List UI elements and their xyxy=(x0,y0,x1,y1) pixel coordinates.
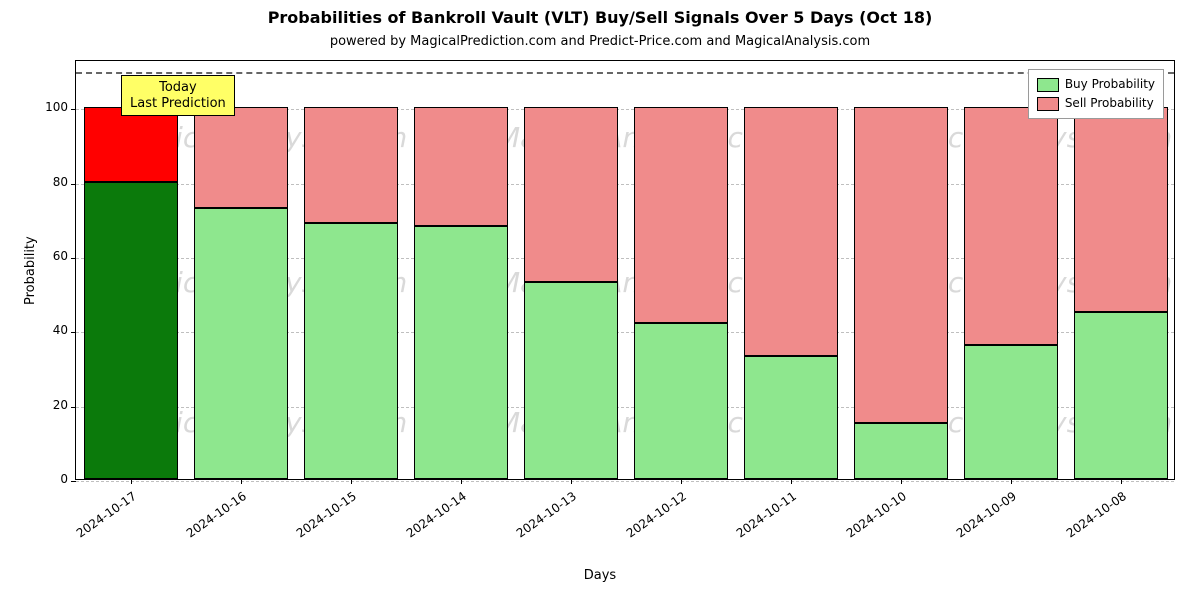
bar-sell xyxy=(1074,107,1168,311)
xtick-mark xyxy=(681,479,682,484)
legend: Buy ProbabilitySell Probability xyxy=(1028,69,1164,119)
bar-group xyxy=(304,59,398,479)
bar-sell xyxy=(634,107,728,323)
ytick-label: 100 xyxy=(45,100,68,114)
xtick-mark xyxy=(1011,479,1012,484)
xtick-mark xyxy=(1121,479,1122,484)
xtick-mark xyxy=(351,479,352,484)
today-annotation: TodayLast Prediction xyxy=(121,75,235,116)
y-axis-label: Probability xyxy=(23,236,38,305)
legend-label: Buy Probability xyxy=(1065,75,1155,94)
bar-sell xyxy=(744,107,838,356)
ytick-mark xyxy=(71,109,76,110)
bar-sell xyxy=(524,107,618,282)
ytick-mark xyxy=(71,184,76,185)
xtick-label: 2024-10-08 xyxy=(1064,489,1129,540)
bar-group xyxy=(744,59,838,479)
annotation-line: Last Prediction xyxy=(130,96,226,112)
xtick-label: 2024-10-15 xyxy=(294,489,359,540)
ytick-label: 40 xyxy=(53,323,68,337)
legend-label: Sell Probability xyxy=(1065,94,1154,113)
bar-group xyxy=(84,59,178,479)
legend-item: Sell Probability xyxy=(1037,94,1155,113)
bar-sell xyxy=(414,107,508,226)
bar-group xyxy=(194,59,288,479)
bar-sell xyxy=(194,107,288,207)
bar-buy xyxy=(634,323,728,479)
xtick-label: 2024-10-14 xyxy=(404,489,469,540)
bar-sell xyxy=(854,107,948,423)
bar-group xyxy=(524,59,618,479)
xtick-label: 2024-10-10 xyxy=(844,489,909,540)
ytick-mark xyxy=(71,258,76,259)
annotation-line: Today xyxy=(130,80,226,96)
bar-sell xyxy=(84,107,178,181)
bar-buy xyxy=(414,226,508,479)
ytick-label: 80 xyxy=(53,175,68,189)
bar-buy xyxy=(194,208,288,479)
bar-group xyxy=(634,59,728,479)
ytick-label: 0 xyxy=(60,472,68,486)
bar-sell xyxy=(304,107,398,222)
bar-group xyxy=(854,59,948,479)
chart-title: Probabilities of Bankroll Vault (VLT) Bu… xyxy=(0,8,1200,27)
bar-group xyxy=(964,59,1058,479)
chart-subtitle: powered by MagicalPrediction.com and Pre… xyxy=(0,34,1200,49)
xtick-mark xyxy=(241,479,242,484)
plot-area: MagicalAnalysis.comMagicalAnalysis.comMa… xyxy=(75,60,1175,480)
chart-container: Probabilities of Bankroll Vault (VLT) Bu… xyxy=(0,0,1200,600)
ytick-label: 20 xyxy=(53,398,68,412)
bar-group xyxy=(1074,59,1168,479)
bar-buy xyxy=(524,282,618,479)
xtick-label: 2024-10-11 xyxy=(734,489,799,540)
xtick-label: 2024-10-09 xyxy=(954,489,1019,540)
legend-swatch xyxy=(1037,97,1059,111)
x-axis-label: Days xyxy=(0,568,1200,583)
legend-swatch xyxy=(1037,78,1059,92)
ytick-label: 60 xyxy=(53,249,68,263)
bar-buy xyxy=(744,356,838,479)
xtick-mark xyxy=(131,479,132,484)
xtick-mark xyxy=(791,479,792,484)
bar-group xyxy=(414,59,508,479)
xtick-mark xyxy=(901,479,902,484)
ytick-mark xyxy=(71,332,76,333)
xtick-label: 2024-10-16 xyxy=(184,489,249,540)
bar-buy xyxy=(1074,312,1168,479)
bar-buy xyxy=(964,345,1058,479)
xtick-label: 2024-10-17 xyxy=(74,489,139,540)
xtick-label: 2024-10-12 xyxy=(624,489,689,540)
bar-sell xyxy=(964,107,1058,345)
ytick-mark xyxy=(71,481,76,482)
xtick-label: 2024-10-13 xyxy=(514,489,579,540)
legend-item: Buy Probability xyxy=(1037,75,1155,94)
bar-buy xyxy=(854,423,948,479)
bar-buy xyxy=(304,223,398,479)
ytick-mark xyxy=(71,407,76,408)
xtick-mark xyxy=(571,479,572,484)
xtick-mark xyxy=(461,479,462,484)
bar-buy xyxy=(84,182,178,479)
